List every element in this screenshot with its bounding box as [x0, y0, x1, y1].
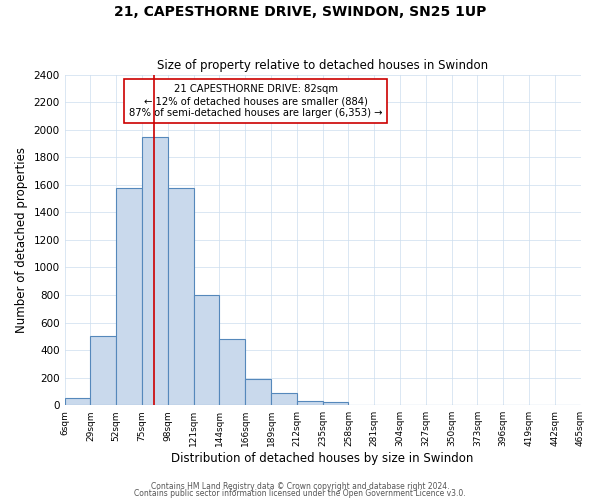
Text: 21 CAPESTHORNE DRIVE: 82sqm
← 12% of detached houses are smaller (884)
87% of se: 21 CAPESTHORNE DRIVE: 82sqm ← 12% of det…	[129, 84, 382, 117]
Title: Size of property relative to detached houses in Swindon: Size of property relative to detached ho…	[157, 59, 488, 72]
X-axis label: Distribution of detached houses by size in Swindon: Distribution of detached houses by size …	[172, 452, 474, 465]
Bar	[116, 188, 142, 405]
Bar	[168, 188, 194, 405]
Bar	[271, 393, 297, 405]
Text: Contains public sector information licensed under the Open Government Licence v3: Contains public sector information licen…	[134, 490, 466, 498]
Text: Contains HM Land Registry data © Crown copyright and database right 2024.: Contains HM Land Registry data © Crown c…	[151, 482, 449, 491]
Bar	[245, 379, 271, 405]
Bar	[194, 295, 220, 405]
Bar	[323, 402, 349, 405]
Text: 21, CAPESTHORNE DRIVE, SWINDON, SN25 1UP: 21, CAPESTHORNE DRIVE, SWINDON, SN25 1UP	[114, 5, 486, 19]
Y-axis label: Number of detached properties: Number of detached properties	[15, 147, 28, 333]
Bar	[91, 336, 116, 405]
Bar	[220, 339, 245, 405]
Bar	[297, 401, 323, 405]
Bar	[65, 398, 91, 405]
Bar	[142, 136, 168, 405]
